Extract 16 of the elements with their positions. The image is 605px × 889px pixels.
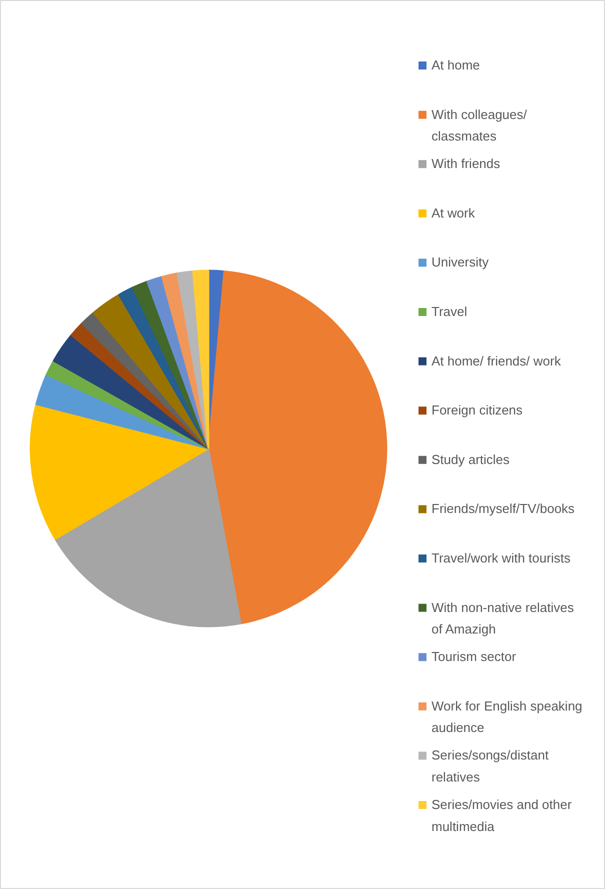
legend-label: Foreign citizens	[432, 402, 524, 418]
legend-label: At work	[432, 205, 476, 220]
legend-label: At home/ friends/ work	[432, 353, 562, 368]
legend-label: Friends/myself/TV/books	[432, 501, 576, 516]
legend-label: University	[432, 254, 490, 270]
legend-label: At home	[432, 58, 480, 72]
legend-label: Series/songs/distant relatives	[432, 748, 549, 784]
legend-label: Study articles	[432, 452, 510, 467]
legend-label: Tourism sector	[432, 649, 517, 664]
legend-label: With friends	[432, 156, 501, 172]
legend-label: With colleagues/ classmates	[432, 106, 528, 144]
legend-label: With non-native relatives of Amazigh	[432, 600, 574, 637]
legend-label: Travel/work with tourists	[432, 550, 571, 566]
legend-label: Series/movies and other multimedia	[432, 797, 572, 834]
legend-label: Travel	[432, 304, 468, 319]
legend-label: Work for English speaking audience	[432, 698, 582, 736]
